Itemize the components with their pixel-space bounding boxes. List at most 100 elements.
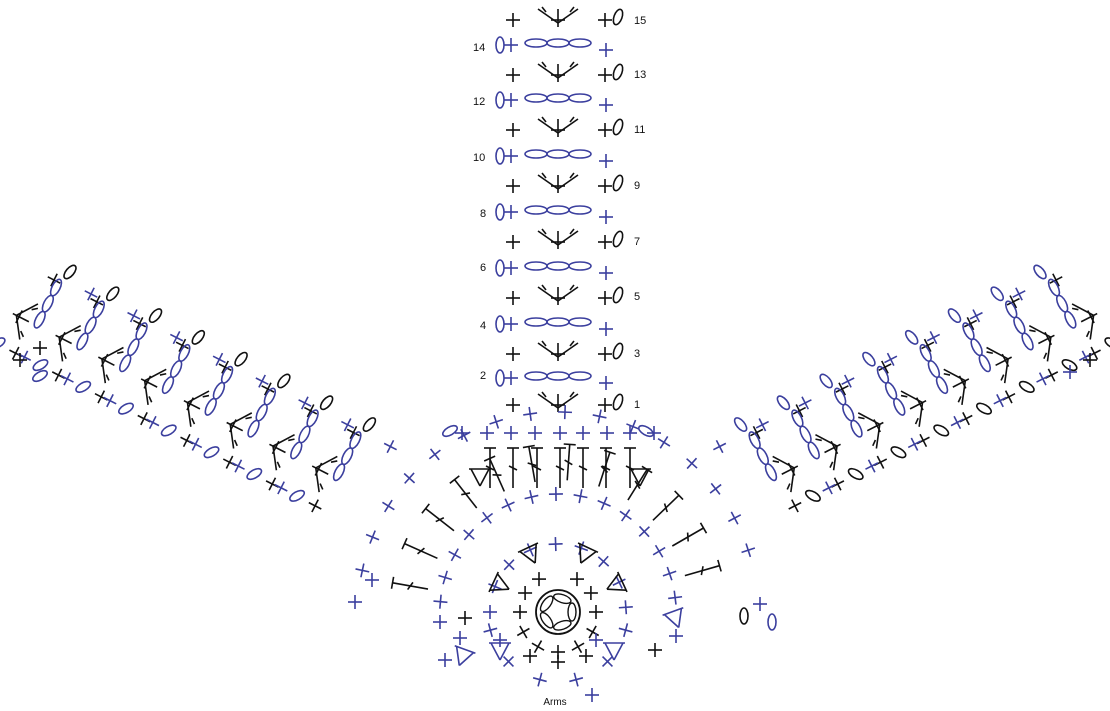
single-crochet-symbol xyxy=(599,210,613,224)
chain-symbol xyxy=(890,446,907,459)
single-crochet-symbol xyxy=(662,566,677,581)
chain-3-symbol xyxy=(332,431,362,482)
single-crochet-symbol xyxy=(599,154,613,168)
chain-symbol xyxy=(105,286,120,302)
single-crochet-symbol xyxy=(1012,287,1026,301)
chain-symbol xyxy=(495,259,505,277)
single-crochet-symbol xyxy=(750,425,764,440)
decrease-symbol xyxy=(55,324,82,362)
single-crochet-symbol xyxy=(921,338,935,352)
decrease-symbol xyxy=(1071,303,1098,340)
chain-symbol xyxy=(75,380,92,393)
chain-symbol xyxy=(495,203,505,221)
single-crochet-symbol xyxy=(457,428,471,442)
chain-symbol xyxy=(990,286,1005,302)
single-crochet-symbol xyxy=(647,426,661,440)
single-crochet-symbol xyxy=(438,570,453,585)
single-crochet-symbol xyxy=(516,625,530,639)
decrease-symbol xyxy=(537,284,579,305)
double-crochet-symbol xyxy=(598,449,616,487)
single-crochet-symbol xyxy=(993,394,1007,408)
double-crochet-symbol xyxy=(421,503,455,532)
single-crochet-symbol xyxy=(669,629,683,643)
single-crochet-symbol xyxy=(365,530,380,544)
single-crochet-symbol xyxy=(652,544,666,558)
chain-3-symbol xyxy=(524,205,592,215)
single-crochet-symbol xyxy=(513,605,527,619)
single-crochet-symbol xyxy=(597,555,610,568)
single-crochet-symbol xyxy=(488,579,502,594)
decrease-symbol xyxy=(97,346,124,384)
chain-3-symbol xyxy=(118,322,148,373)
increase-symbol xyxy=(606,571,628,593)
single-crochet-symbol xyxy=(792,404,806,418)
chain-3-symbol xyxy=(962,322,992,373)
chain-3-symbol xyxy=(161,343,191,395)
chain-symbol xyxy=(234,351,248,367)
single-crochet-symbol xyxy=(618,623,633,638)
single-crochet-symbol xyxy=(504,317,518,331)
row-label-15: 15 xyxy=(634,15,647,27)
single-crochet-symbol xyxy=(728,511,742,525)
single-crochet-symbol xyxy=(33,341,47,355)
chain-symbol xyxy=(739,607,749,625)
row-label-14: 14 xyxy=(473,42,486,54)
single-crochet-symbol xyxy=(504,426,518,440)
decrease-symbol xyxy=(226,412,253,449)
decrease-symbol xyxy=(815,433,841,471)
single-crochet-symbol xyxy=(84,287,98,301)
ring-chain-symbol xyxy=(552,593,572,605)
single-crochet-symbol xyxy=(103,394,117,408)
single-crochet-symbol xyxy=(576,426,590,440)
single-crochet-symbol xyxy=(90,295,104,309)
chain-symbol xyxy=(277,373,291,389)
chain-symbol xyxy=(612,8,624,26)
single-crochet-symbol xyxy=(569,672,584,687)
chain-3-symbol xyxy=(1004,300,1034,351)
chain-symbol xyxy=(31,369,49,383)
double-crochet-symbol xyxy=(390,576,429,591)
single-crochet-symbol xyxy=(532,672,547,687)
single-crochet-symbol xyxy=(403,472,416,484)
single-crochet-symbol xyxy=(523,543,538,557)
chain-symbol xyxy=(612,342,624,360)
single-crochet-symbol xyxy=(648,643,662,657)
chain-symbol xyxy=(148,308,163,324)
single-crochet-symbol xyxy=(969,309,983,323)
single-crochet-symbol xyxy=(524,490,539,505)
decrease-symbol xyxy=(12,303,39,340)
single-crochet-symbol xyxy=(231,459,245,473)
single-crochet-symbol xyxy=(463,528,475,541)
single-crochet-symbol xyxy=(506,398,520,412)
decrease-symbol xyxy=(537,228,579,249)
double-crochet-symbol xyxy=(401,537,438,560)
single-crochet-symbol xyxy=(598,291,612,305)
chain-symbol xyxy=(976,402,993,415)
single-crochet-symbol xyxy=(506,13,520,27)
single-crochet-symbol xyxy=(618,600,633,615)
single-crochet-symbol xyxy=(884,352,898,366)
single-crochet-symbol xyxy=(501,498,515,512)
double-crochet-symbol xyxy=(554,447,566,488)
chain-symbol xyxy=(1061,358,1078,372)
decrease-symbol xyxy=(857,412,884,449)
single-crochet-symbol xyxy=(506,68,520,82)
ring-chain-symbol xyxy=(567,602,577,622)
single-crochet-symbol xyxy=(601,655,614,668)
single-crochet-symbol xyxy=(255,374,269,388)
chain-symbol xyxy=(289,489,306,502)
single-crochet-symbol xyxy=(188,437,203,451)
magic-ring-symbol xyxy=(535,589,581,635)
single-crochet-symbol xyxy=(506,179,520,193)
single-crochet-symbol xyxy=(308,499,322,513)
decrease-symbol xyxy=(537,340,579,361)
single-crochet-symbol xyxy=(212,352,226,366)
chain-symbol xyxy=(495,91,505,109)
chain-symbol xyxy=(495,36,505,54)
chain-symbol xyxy=(1018,380,1035,393)
single-crochet-symbol xyxy=(583,586,598,600)
row-label-6: 6 xyxy=(480,262,487,274)
single-crochet-symbol xyxy=(261,382,275,396)
single-crochet-symbol xyxy=(428,448,441,461)
